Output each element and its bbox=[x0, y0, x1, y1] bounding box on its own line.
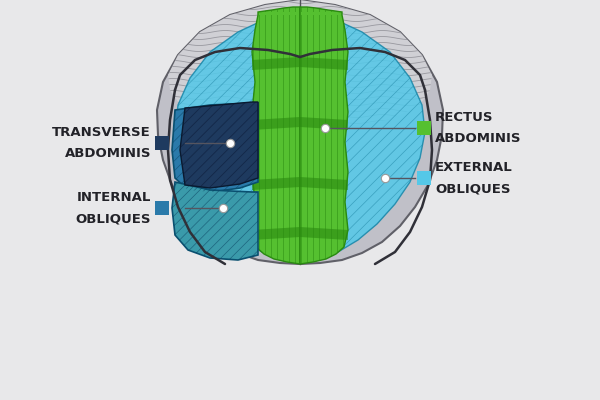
FancyBboxPatch shape bbox=[155, 136, 169, 150]
Text: ABDOMINIS: ABDOMINIS bbox=[435, 132, 521, 145]
Text: ABDOMINIS: ABDOMINIS bbox=[65, 147, 151, 160]
Polygon shape bbox=[300, 117, 348, 130]
Polygon shape bbox=[168, 0, 432, 127]
Polygon shape bbox=[300, 7, 348, 264]
Polygon shape bbox=[252, 7, 300, 264]
Polygon shape bbox=[300, 57, 348, 70]
Polygon shape bbox=[252, 117, 300, 130]
Polygon shape bbox=[172, 103, 258, 192]
Polygon shape bbox=[157, 0, 443, 264]
FancyBboxPatch shape bbox=[417, 121, 431, 135]
Polygon shape bbox=[175, 10, 300, 262]
Polygon shape bbox=[172, 182, 258, 260]
Text: INTERNAL: INTERNAL bbox=[77, 191, 151, 204]
Polygon shape bbox=[252, 57, 300, 70]
Polygon shape bbox=[180, 102, 258, 188]
Polygon shape bbox=[300, 227, 348, 240]
Polygon shape bbox=[300, 177, 348, 190]
FancyBboxPatch shape bbox=[417, 171, 431, 185]
Text: OBLIQUES: OBLIQUES bbox=[76, 212, 151, 225]
Polygon shape bbox=[252, 227, 300, 240]
Text: RECTUS: RECTUS bbox=[435, 111, 493, 124]
FancyBboxPatch shape bbox=[155, 201, 169, 215]
Text: TRANSVERSE: TRANSVERSE bbox=[52, 126, 151, 139]
Text: OBLIQUES: OBLIQUES bbox=[435, 182, 511, 195]
Polygon shape bbox=[252, 177, 300, 190]
Text: EXTERNAL: EXTERNAL bbox=[435, 161, 513, 174]
Polygon shape bbox=[300, 10, 425, 262]
